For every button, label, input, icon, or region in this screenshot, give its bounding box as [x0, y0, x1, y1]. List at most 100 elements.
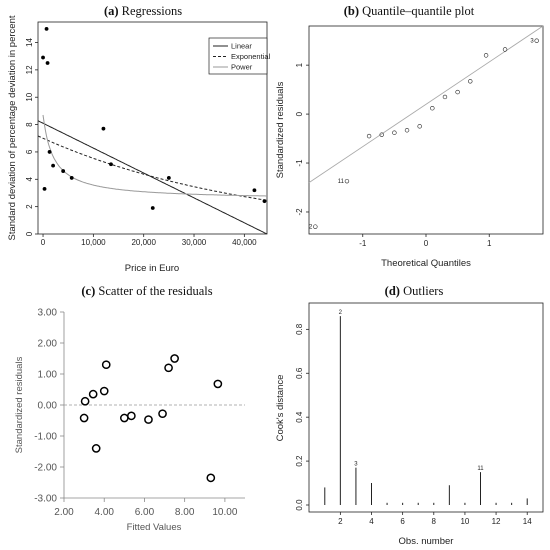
panel-d-x-tick-label: 6 [400, 517, 405, 526]
panel-d-y-label: Cook's distance [275, 375, 286, 442]
panel-b-point [430, 106, 435, 111]
panel-a-point [109, 162, 113, 167]
panel-b-x-tick-label: 0 [424, 239, 429, 248]
panel-c-x-tick-label: 4.00 [94, 507, 114, 518]
panel-a-legend-label: Linear [231, 42, 252, 51]
panel-a-point [51, 163, 55, 168]
panel-a-x-label: Price in Euro [125, 263, 179, 274]
panel-a-x-tick-label: 40,000 [232, 238, 257, 247]
panel-c-y-tick-label: -3.00 [34, 494, 57, 505]
panel-c-point [88, 389, 98, 399]
panel-b-point [366, 133, 372, 139]
panel-a-y-tick-label: 10 [25, 92, 34, 101]
panel-a-point [47, 150, 52, 154]
panel-a-y-tick-label: 8 [25, 122, 34, 127]
panel-b-point [344, 178, 350, 184]
panel-c-point [164, 363, 173, 373]
panel-c-x-label: Fitted Values [127, 522, 182, 533]
panel-d-x-tick-label: 2 [338, 517, 343, 526]
panel-c-point [80, 396, 90, 406]
panel-d-y-tick-label: 0.8 [295, 323, 304, 335]
panel-d-x-tick-label: 8 [432, 517, 437, 526]
panel-c-y-tick-label: -1.00 [34, 432, 57, 443]
panel-a-point [45, 61, 50, 65]
panel-b-point [442, 94, 448, 100]
panel-b-title: (b) Quantile–quantile plot [344, 4, 475, 18]
panel-a-point [61, 169, 66, 173]
panel-c-point [206, 473, 216, 483]
panel-b: (b) Quantile–quantile plot -1 0 1 -2 -1 0 1 2 11… [275, 4, 544, 269]
panel-b-y-tick-label: 1 [295, 62, 304, 67]
panel-b-point [534, 38, 539, 43]
panel-a-point [41, 55, 45, 60]
panel-a-point [101, 126, 106, 131]
panel-c-x-tick-label: 2.00 [54, 507, 74, 518]
panel-d-bar-label: 2 [339, 310, 343, 316]
panel-c-y-tick-label: 2.00 [38, 339, 58, 350]
panel-d-bar-label: 11 [477, 466, 484, 472]
panel-b-x-tick-label: 1 [487, 239, 492, 248]
panel-c-y-tick-label: -2.00 [34, 463, 57, 474]
panel-d-x-tick-label: 10 [460, 517, 469, 526]
panel-a-point [69, 176, 74, 180]
panel-a-point [166, 176, 171, 180]
panel-c-x-tick-label: 8.00 [175, 507, 195, 518]
panel-d-x-tick-label: 12 [492, 517, 501, 526]
panel-a-y-tick-label: 2 [25, 204, 34, 209]
panel-c-y-tick-label: 0.00 [38, 401, 58, 412]
panel-a-legend-label: Power [231, 63, 253, 72]
panel-a-y-tick-label: 12 [25, 65, 34, 74]
panel-a-point [44, 26, 49, 31]
panel-c-x-tick-label: 10.00 [212, 507, 237, 518]
panel-b-y-label: Standardized residuals [275, 81, 286, 178]
panel-c-point [144, 415, 153, 424]
panel-a: (a) Regressions 0 10,000 20,000 30,000 40,00… [7, 4, 271, 274]
panel-c-point [213, 379, 223, 389]
panel-c-title: (c) Scatter of the residuals [81, 284, 212, 298]
panel-b-y-tick-label: -2 [295, 208, 304, 216]
panel-c-point [170, 354, 179, 363]
panel-a-point [42, 186, 47, 191]
panel-b-x-label: Theoretical Quantiles [381, 258, 471, 269]
panel-d-title: (d) Outliers [385, 284, 444, 298]
panel-b-point [502, 47, 508, 52]
panel-a-fit-exponential [38, 135, 267, 201]
panel-b-point [455, 89, 460, 95]
panel-a-fit-lines [38, 114, 267, 234]
panel-c-point [158, 409, 167, 419]
panel-a-x-tick-label: 10,000 [81, 238, 106, 247]
panel-a-y-tick-label: 6 [25, 149, 34, 154]
panel-c-point [127, 411, 136, 421]
panel-c-point [91, 444, 101, 453]
panel-c-point [101, 360, 111, 370]
panel-d: (d) Outliers 2 4 6 8 10 12 14 0.0 0.2 0.4 0.6 0.8 2 3… [275, 284, 544, 547]
panel-c-point [79, 413, 89, 423]
panel-b-point [468, 79, 473, 84]
panel-d-x-label: Obs. number [399, 536, 454, 547]
panel-d-y-tick-label: 0.6 [295, 367, 304, 379]
panel-d-y-tick-label: 0.0 [295, 499, 304, 511]
panel-b-point [392, 130, 397, 135]
panel-a-fit-power [42, 114, 267, 197]
panel-a-y-tick-label: 4 [25, 177, 34, 182]
panel-c-point [119, 413, 129, 423]
panel-a-y-tick-label: 14 [25, 38, 34, 47]
panel-a-title: (a) Regressions [104, 4, 182, 18]
panel-a-y-tick-label: 0 [25, 231, 34, 236]
panel-a-point [262, 199, 267, 204]
panel-d-y-tick-label: 0.4 [295, 411, 304, 423]
panel-b-point [417, 124, 422, 129]
panel-a-point [252, 188, 257, 193]
panel-b-reference-line [308, 25, 544, 183]
panel-d-y-tick-label: 0.2 [295, 455, 304, 467]
panel-a-legend-label: Exponential [231, 52, 271, 61]
panel-b-y-tick-label: 0 [295, 111, 304, 116]
panel-b-point-label: 11 [338, 179, 345, 185]
panel-d-x-tick-label: 14 [523, 517, 532, 526]
panel-a-y-label: Standard deviation of percentage deviati… [7, 15, 18, 240]
panel-a-x-tick-label: 30,000 [182, 238, 207, 247]
panel-c-x-tick-label: 6.00 [135, 507, 155, 518]
panel-b-point [404, 128, 410, 133]
panel-c: (c) Scatter of the residuals 2.00 4.00 6.0… [14, 284, 245, 533]
